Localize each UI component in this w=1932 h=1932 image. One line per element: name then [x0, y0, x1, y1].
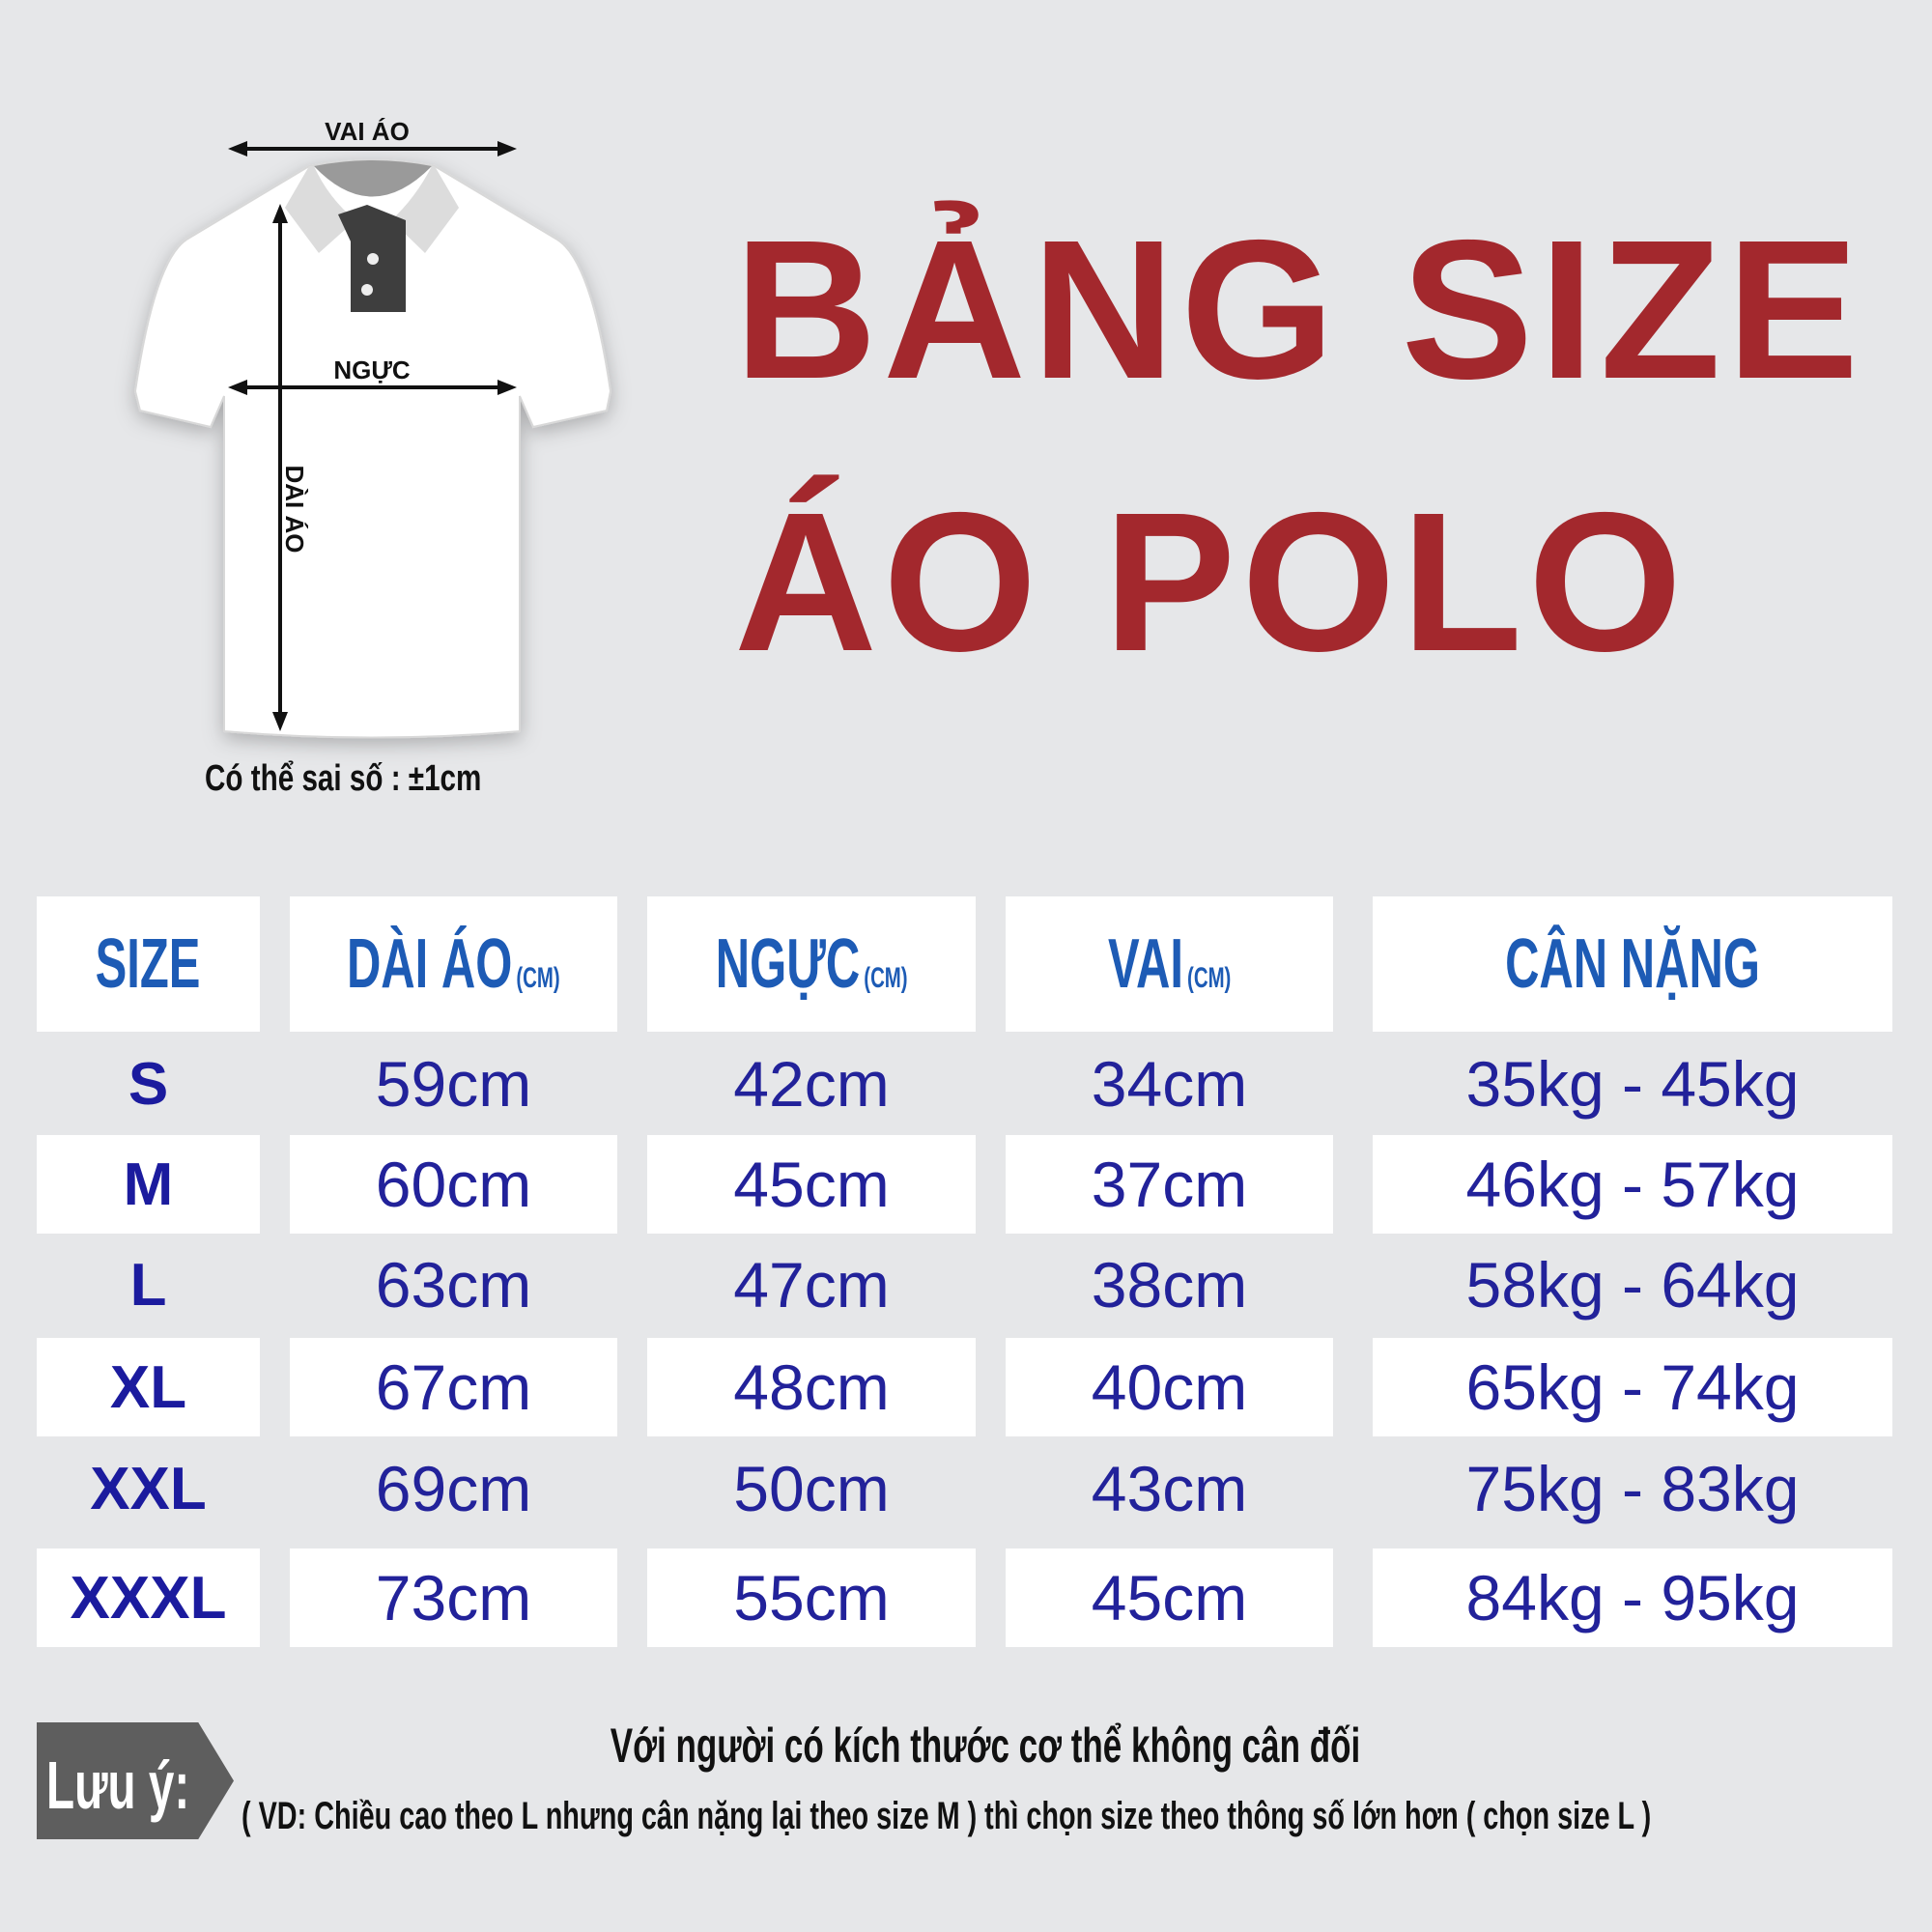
- chest-label: NGỰC: [333, 355, 411, 384]
- table-cell-shoulder: 38cm: [1006, 1236, 1333, 1334]
- shirt-body: [133, 159, 612, 739]
- table-cell-chest: 47cm: [647, 1236, 976, 1334]
- value: 43cm: [1091, 1453, 1248, 1524]
- value: 67cm: [375, 1351, 532, 1423]
- polo-shirt-diagram: VAI ÁO NGỰC DÀI ÁO: [133, 117, 612, 739]
- value: 40cm: [1091, 1351, 1248, 1423]
- table-cell-length: 67cm: [290, 1338, 617, 1436]
- value: 38cm: [1091, 1249, 1248, 1321]
- value: 34cm: [1091, 1048, 1248, 1120]
- table-cell-weight: 75kg - 83kg: [1373, 1439, 1892, 1538]
- header-label: NGỰC: [715, 925, 861, 1003]
- table-cell-size: XXL: [37, 1439, 260, 1538]
- shoulder-label: VAI ÁO: [325, 117, 410, 146]
- value: 69cm: [375, 1453, 532, 1524]
- header-weight: CÂN NẶNG: [1373, 896, 1892, 1032]
- value: 60cm: [375, 1149, 532, 1220]
- value: 65kg - 74kg: [1465, 1351, 1800, 1423]
- header-length: DÀI ÁO (CM): [290, 896, 617, 1032]
- table-cell-weight: 35kg - 45kg: [1373, 1035, 1892, 1133]
- value: 63cm: [375, 1249, 532, 1321]
- header-chest: NGỰC (CM): [647, 896, 976, 1032]
- table-cell-shoulder: 37cm: [1006, 1135, 1333, 1234]
- button: [367, 253, 379, 265]
- table-cell-length: 59cm: [290, 1035, 617, 1133]
- header-label: SIZE: [96, 925, 201, 1003]
- table-cell-length: 73cm: [290, 1548, 617, 1647]
- button: [361, 284, 373, 296]
- collar-inner: [314, 160, 432, 197]
- value: 84kg - 95kg: [1465, 1562, 1800, 1634]
- table-cell-weight: 84kg - 95kg: [1373, 1548, 1892, 1647]
- table-cell-size: XXXL: [37, 1548, 260, 1647]
- table-cell-chest: 45cm: [647, 1135, 976, 1234]
- value: 47cm: [733, 1249, 890, 1321]
- header-size: SIZE: [37, 896, 260, 1032]
- value: 42cm: [733, 1048, 890, 1120]
- value: 55cm: [733, 1562, 890, 1634]
- size-label: XXXL: [70, 1564, 227, 1632]
- table-cell-chest: 55cm: [647, 1548, 976, 1647]
- size-label: XL: [109, 1353, 187, 1421]
- value: 73cm: [375, 1562, 532, 1634]
- value: 35kg - 45kg: [1465, 1048, 1800, 1120]
- size-label: XXL: [90, 1455, 207, 1522]
- value: 37cm: [1091, 1149, 1248, 1220]
- table-cell-weight: 65kg - 74kg: [1373, 1338, 1892, 1436]
- table-cell-size: S: [37, 1035, 260, 1133]
- value: 48cm: [733, 1351, 890, 1423]
- table-cell-chest: 48cm: [647, 1338, 976, 1436]
- note-label-box: [37, 1722, 234, 1839]
- tolerance-note: Có thể sai số : ±1cm: [205, 758, 482, 799]
- header-label: VAI: [1107, 925, 1183, 1003]
- value: 58kg - 64kg: [1465, 1249, 1800, 1321]
- header-label: DÀI ÁO: [347, 925, 513, 1003]
- note-label: Lưu ý:: [46, 1747, 190, 1823]
- header-shoulder: VAI (CM): [1006, 896, 1333, 1032]
- header-unit: (CM): [864, 962, 908, 994]
- value: 59cm: [375, 1048, 532, 1120]
- table-cell-size: M: [37, 1135, 260, 1234]
- table-cell-size: XL: [37, 1338, 260, 1436]
- collar-left: [285, 166, 355, 253]
- table-cell-size: L: [37, 1236, 260, 1334]
- page-title-line2: ÁO POLO: [734, 471, 1689, 693]
- size-label: M: [123, 1151, 174, 1218]
- value: 75kg - 83kg: [1465, 1453, 1800, 1524]
- table-cell-length: 60cm: [290, 1135, 617, 1234]
- table-cell-chest: 50cm: [647, 1439, 976, 1538]
- table-cell-shoulder: 43cm: [1006, 1439, 1333, 1538]
- value: 50cm: [733, 1453, 890, 1524]
- value: 45cm: [1091, 1562, 1248, 1634]
- value: 45cm: [733, 1149, 890, 1220]
- header-unit: (CM): [516, 962, 560, 994]
- header-unit: (CM): [1186, 962, 1232, 994]
- shoulder-arrow: [228, 141, 517, 156]
- table-cell-weight: 46kg - 57kg: [1373, 1135, 1892, 1234]
- table-cell-chest: 42cm: [647, 1035, 976, 1133]
- note-line-1: Với người có kích thước cơ thể không cân…: [610, 1719, 1361, 1773]
- table-cell-shoulder: 34cm: [1006, 1035, 1333, 1133]
- table-cell-length: 63cm: [290, 1236, 617, 1334]
- size-label: S: [128, 1050, 169, 1118]
- value: 46kg - 57kg: [1465, 1149, 1800, 1220]
- table-cell-weight: 58kg - 64kg: [1373, 1236, 1892, 1334]
- length-arrow: [272, 204, 288, 731]
- length-label: DÀI ÁO: [280, 466, 309, 554]
- note-line-2: ( VD: Chiều cao theo L nhưng cân nặng lạ…: [242, 1795, 1652, 1837]
- table-cell-length: 69cm: [290, 1439, 617, 1538]
- table-cell-shoulder: 45cm: [1006, 1548, 1333, 1647]
- table-cell-shoulder: 40cm: [1006, 1338, 1333, 1436]
- size-label: L: [129, 1251, 167, 1319]
- header-label: CÂN NẶNG: [1505, 925, 1760, 1003]
- page-title-line1: BẢNG SIZE: [734, 199, 1865, 420]
- collar-right: [391, 166, 459, 253]
